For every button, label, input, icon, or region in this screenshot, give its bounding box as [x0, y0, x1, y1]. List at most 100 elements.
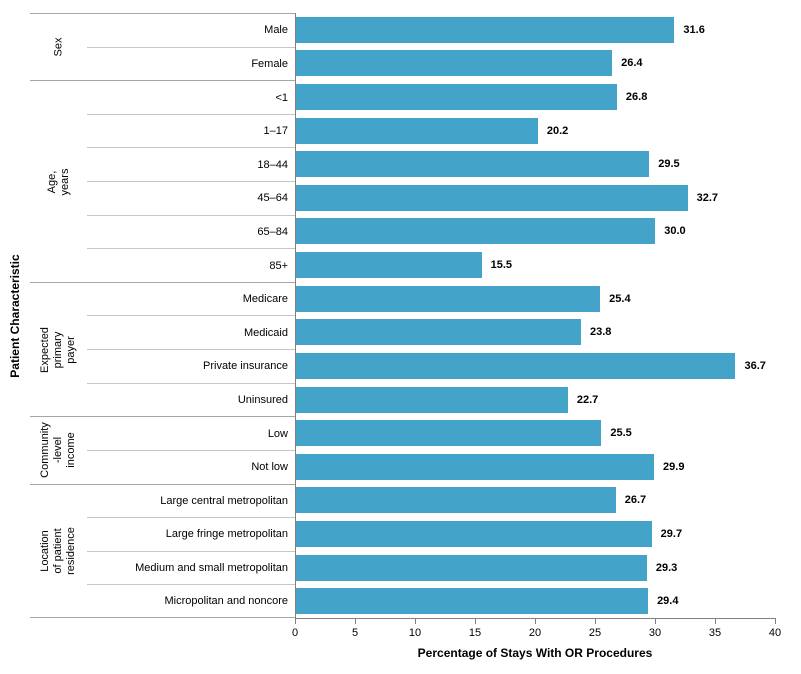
- value-label: 36.7: [744, 359, 766, 372]
- category-label: <1: [87, 80, 295, 114]
- category-label: Medicare: [87, 281, 295, 316]
- group-label: Age, years: [45, 168, 71, 195]
- category-label: Not low: [87, 449, 295, 484]
- bar: [296, 16, 675, 43]
- bar-row: 45–64 32.7: [87, 181, 775, 215]
- chart-plot-area: Sex Male 31.6 Female 26.4: [30, 13, 775, 618]
- bar-track: 29.5: [295, 147, 775, 182]
- bar-track: 25.4: [295, 281, 775, 316]
- x-axis-title: Percentage of Stays With OR Procedures: [417, 646, 653, 660]
- bar-row: Large central metropolitan 26.7: [87, 483, 775, 518]
- category-label: 18–44: [87, 147, 295, 181]
- group-rows: Large central metropolitan 26.7 Large fr…: [87, 483, 775, 618]
- bar: [296, 184, 688, 211]
- x-axis-tick-label: 5: [351, 627, 359, 639]
- bar-track: 29.9: [295, 449, 775, 484]
- group-label-cell: Location of patient residence: [30, 483, 87, 618]
- bar: [296, 588, 649, 615]
- bar: [296, 453, 655, 480]
- bar-row: 85+ 15.5: [87, 248, 775, 282]
- x-axis-tick: [775, 619, 776, 624]
- bar-row: <1 26.8: [87, 80, 775, 114]
- bar-track: 25.5: [295, 416, 775, 450]
- value-label: 29.3: [655, 561, 678, 574]
- bar-row: Large fringe metropolitan 29.7: [87, 517, 775, 551]
- x-axis-tick: [475, 619, 476, 624]
- x-axis-tick-label: 40: [768, 627, 782, 639]
- value-label: 20.2: [546, 124, 569, 137]
- bar-row: 65–84 30.0: [87, 214, 775, 249]
- category-label: Private insurance: [87, 349, 295, 383]
- bar-track: 22.7: [295, 382, 775, 417]
- bar-track: 29.3: [295, 550, 775, 585]
- group-label-cell: Community -level income: [30, 416, 87, 483]
- bar: [296, 84, 617, 111]
- value-label: 26.4: [621, 57, 643, 70]
- x-axis-tick-label: 15: [468, 627, 482, 639]
- bar-track: 36.7: [295, 349, 775, 383]
- bar: [296, 285, 601, 312]
- group-age: Age, years <1 26.8 1–17 20.2: [30, 80, 775, 282]
- x-axis-tick-label: 20: [528, 627, 542, 639]
- value-label: 30.0: [664, 225, 686, 238]
- bar: [296, 151, 650, 178]
- value-label: 22.7: [576, 393, 599, 406]
- bar: [296, 487, 616, 514]
- bar-row: Private insurance 36.7: [87, 349, 775, 383]
- bar-track: 20.2: [295, 113, 775, 148]
- value-label: 25.5: [610, 427, 632, 440]
- value-label: 23.8: [590, 326, 612, 339]
- bar-track: 30.0: [295, 214, 775, 249]
- group-rows: Low 25.5 Not low 29.9: [87, 416, 775, 484]
- group-label: Location of patient residence: [38, 526, 78, 575]
- bar-row: Not low 29.9: [87, 449, 775, 484]
- value-label: 29.5: [658, 158, 680, 171]
- bar-row: 18–44 29.5: [87, 147, 775, 182]
- bar-row: Female 26.4: [87, 46, 775, 81]
- category-label: Large central metropolitan: [87, 483, 295, 518]
- x-axis-tick: [355, 619, 356, 624]
- x-axis-tick: [655, 619, 656, 624]
- category-label: Micropolitan and noncore: [87, 584, 295, 618]
- group-label-cell: Age, years: [30, 80, 87, 282]
- category-label: 45–64: [87, 181, 295, 215]
- bar-row: Uninsured 22.7: [87, 382, 775, 417]
- bar: [296, 420, 602, 447]
- bar-row: 1–17 20.2: [87, 113, 775, 148]
- group-label-cell: Expected primary payer: [30, 281, 87, 416]
- category-label: Uninsured: [87, 382, 295, 417]
- x-axis-tick: [295, 619, 296, 624]
- category-label: Medicaid: [87, 315, 295, 349]
- value-label: 32.7: [696, 191, 718, 204]
- x-axis-tick: [715, 619, 716, 624]
- group-location: Location of patient residence Large cent…: [30, 483, 775, 618]
- x-axis-tick-label: 30: [648, 627, 662, 639]
- y-axis-title-container: Patient Characteristic: [0, 13, 30, 618]
- bar-track: 26.4: [295, 46, 775, 81]
- bar: [296, 117, 538, 144]
- bar-track: 23.8: [295, 315, 775, 350]
- x-axis-tick-label: 10: [408, 627, 422, 639]
- x-axis-tick: [415, 619, 416, 624]
- x-axis-tick-label: 35: [708, 627, 722, 639]
- bar-track: 26.8: [295, 80, 775, 114]
- bar-track: 15.5: [295, 248, 775, 282]
- category-label: 1–17: [87, 113, 295, 148]
- category-label: 85+: [87, 248, 295, 282]
- category-label: Large fringe metropolitan: [87, 517, 295, 551]
- bar-track: 31.6: [295, 13, 775, 47]
- x-axis-tick-label: 25: [588, 627, 602, 639]
- category-label: Low: [87, 416, 295, 450]
- bar: [296, 520, 652, 547]
- bar: [296, 386, 568, 413]
- bar-track: 26.7: [295, 483, 775, 518]
- group-income: Community -level income Low 25.5 Not low…: [30, 416, 775, 484]
- value-label: 29.4: [657, 595, 679, 608]
- bar: [296, 319, 581, 346]
- value-label: 25.4: [609, 292, 631, 305]
- value-label: 29.9: [663, 460, 685, 473]
- bar: [296, 218, 656, 245]
- y-axis-title: Patient Characteristic: [8, 253, 22, 378]
- group-label: Sex: [51, 37, 64, 57]
